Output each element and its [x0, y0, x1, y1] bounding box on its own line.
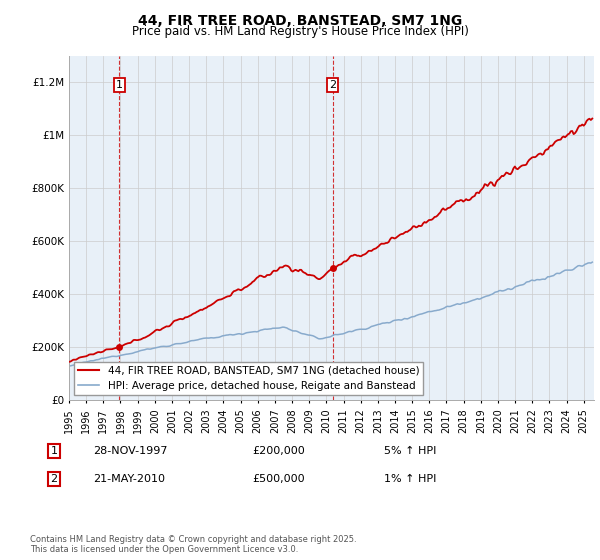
Text: Contains HM Land Registry data © Crown copyright and database right 2025.
This d: Contains HM Land Registry data © Crown c…: [30, 535, 356, 554]
Text: 2: 2: [329, 80, 337, 90]
Legend: 44, FIR TREE ROAD, BANSTEAD, SM7 1NG (detached house), HPI: Average price, detac: 44, FIR TREE ROAD, BANSTEAD, SM7 1NG (de…: [74, 362, 424, 395]
Text: 44, FIR TREE ROAD, BANSTEAD, SM7 1NG: 44, FIR TREE ROAD, BANSTEAD, SM7 1NG: [138, 14, 462, 28]
Text: 2: 2: [50, 474, 58, 484]
Text: 1: 1: [116, 80, 122, 90]
Text: 1: 1: [50, 446, 58, 456]
Text: 1% ↑ HPI: 1% ↑ HPI: [384, 474, 436, 484]
Text: £200,000: £200,000: [252, 446, 305, 456]
Text: £500,000: £500,000: [252, 474, 305, 484]
Text: 5% ↑ HPI: 5% ↑ HPI: [384, 446, 436, 456]
Text: Price paid vs. HM Land Registry's House Price Index (HPI): Price paid vs. HM Land Registry's House …: [131, 25, 469, 38]
Text: 21-MAY-2010: 21-MAY-2010: [93, 474, 165, 484]
Text: 28-NOV-1997: 28-NOV-1997: [93, 446, 167, 456]
